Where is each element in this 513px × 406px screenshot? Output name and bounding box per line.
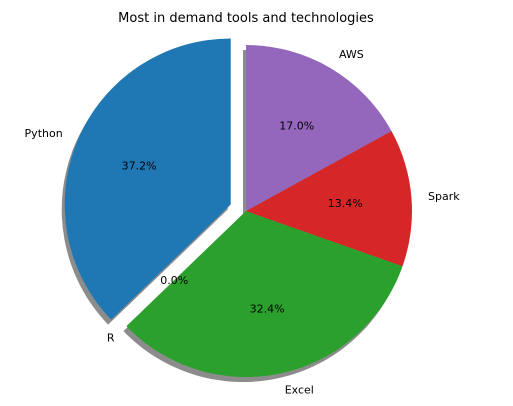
slice-percent-spark: 13.4% [328, 197, 363, 210]
slice-percent-aws: 17.0% [279, 119, 314, 132]
slice-layer [64, 38, 413, 378]
slice-label-r: R [107, 332, 115, 345]
pie-slice-r [126, 211, 246, 327]
chart-title: Most in demand tools and technologies [118, 11, 374, 26]
pie-slice-aws [246, 45, 392, 211]
slice-label-spark: Spark [428, 190, 460, 203]
slice-percent-python: 37.2% [122, 160, 157, 173]
slice-label-aws: AWS [339, 48, 364, 61]
slice-label-excel: Excel [285, 383, 314, 396]
slice-percent-r: 0.0% [160, 274, 188, 287]
pie-slice-python [64, 38, 231, 320]
pie-slice-excel [126, 211, 403, 378]
slice-percent-excel: 32.4% [250, 302, 285, 315]
slice-label-python: Python [25, 127, 63, 140]
label-layer: Python 37.2% R 0.0% Excel 32.4% Spark 13.4% AWS 1… [25, 48, 461, 397]
pie-slice-spark [246, 131, 413, 267]
